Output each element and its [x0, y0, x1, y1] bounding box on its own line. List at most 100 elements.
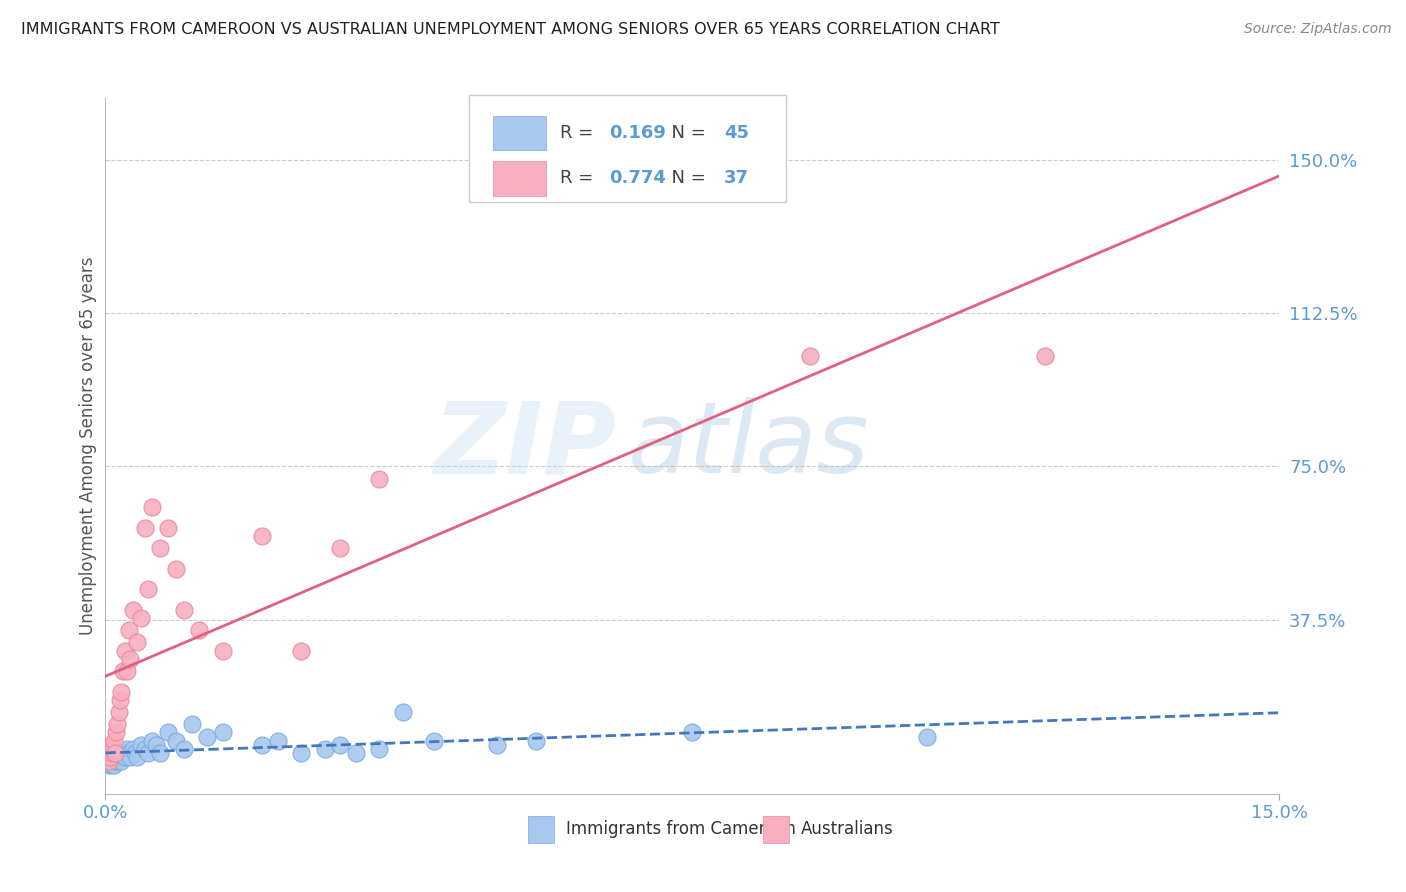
Point	[120, 750, 142, 764]
Point	[344, 746, 367, 760]
Point	[524, 733, 547, 747]
Point	[103, 758, 125, 772]
Point	[124, 746, 146, 760]
Point	[107, 705, 129, 719]
Point	[129, 611, 152, 625]
Y-axis label: Unemployment Among Seniors over 65 years: Unemployment Among Seniors over 65 years	[79, 257, 97, 635]
Point	[98, 746, 121, 760]
Point	[423, 733, 446, 747]
Point	[314, 742, 336, 756]
Point	[138, 582, 160, 597]
Point	[105, 754, 128, 768]
Point	[100, 758, 122, 772]
Point	[141, 500, 163, 515]
Point	[329, 541, 352, 556]
Bar	[763, 816, 789, 843]
FancyBboxPatch shape	[494, 116, 546, 150]
Point	[103, 742, 125, 756]
FancyBboxPatch shape	[494, 161, 546, 195]
Point	[103, 754, 125, 768]
Point	[117, 742, 139, 756]
Point	[915, 730, 938, 744]
Point	[165, 733, 187, 747]
Point	[103, 733, 125, 747]
Text: Source: ZipAtlas.com: Source: ZipAtlas.com	[1244, 22, 1392, 37]
Point	[111, 664, 134, 678]
Point	[329, 738, 352, 752]
Point	[98, 754, 121, 768]
Point	[118, 623, 141, 637]
Point	[1033, 349, 1056, 363]
Point	[110, 684, 132, 698]
Point	[117, 664, 139, 678]
Point	[173, 603, 195, 617]
Point	[195, 730, 218, 744]
Text: N =: N =	[659, 124, 711, 142]
Point	[101, 750, 124, 764]
Text: ZIP: ZIP	[433, 398, 616, 494]
Point	[681, 725, 703, 739]
Point	[188, 623, 211, 637]
Text: R =: R =	[560, 169, 599, 187]
Point	[105, 717, 128, 731]
Point	[138, 746, 160, 760]
Text: R =: R =	[560, 124, 599, 142]
Point	[114, 643, 136, 657]
Point	[110, 754, 132, 768]
Text: 45: 45	[724, 124, 749, 142]
Text: Australians: Australians	[800, 821, 893, 838]
Point	[125, 750, 148, 764]
Text: 0.774: 0.774	[609, 169, 666, 187]
Point	[98, 750, 121, 764]
Point	[125, 635, 148, 649]
Point	[134, 742, 156, 756]
Point	[114, 750, 136, 764]
Point	[290, 643, 312, 657]
Point	[157, 725, 180, 739]
Point	[290, 746, 312, 760]
Point	[101, 738, 124, 752]
Point	[157, 521, 180, 535]
Point	[120, 652, 142, 666]
Point	[145, 738, 167, 752]
Point	[105, 725, 128, 739]
Point	[97, 754, 120, 768]
Point	[392, 705, 415, 719]
Point	[100, 746, 122, 760]
Point	[111, 746, 134, 760]
Point	[134, 521, 156, 535]
Text: N =: N =	[659, 169, 711, 187]
Point	[100, 742, 122, 756]
Bar	[529, 816, 554, 843]
Text: IMMIGRANTS FROM CAMEROON VS AUSTRALIAN UNEMPLOYMENT AMONG SENIORS OVER 65 YEARS : IMMIGRANTS FROM CAMEROON VS AUSTRALIAN U…	[21, 22, 1000, 37]
Point	[149, 746, 172, 760]
Point	[149, 541, 172, 556]
Point	[108, 750, 131, 764]
Point	[211, 725, 233, 739]
Text: 37: 37	[724, 169, 749, 187]
Point	[211, 643, 233, 657]
Point	[266, 733, 288, 747]
Text: 0.169: 0.169	[609, 124, 666, 142]
Point	[141, 733, 163, 747]
Point	[485, 738, 508, 752]
Point	[121, 742, 143, 756]
Point	[129, 738, 152, 752]
Point	[107, 746, 129, 760]
Point	[180, 717, 202, 731]
Point	[105, 750, 128, 764]
Point	[368, 472, 391, 486]
Text: Immigrants from Cameroon: Immigrants from Cameroon	[565, 821, 796, 838]
Point	[250, 738, 273, 752]
Point	[108, 692, 131, 706]
Point	[104, 754, 127, 768]
FancyBboxPatch shape	[470, 95, 786, 202]
Point	[799, 349, 821, 363]
Point	[165, 562, 187, 576]
Point	[173, 742, 195, 756]
Point	[104, 746, 127, 760]
Point	[250, 529, 273, 543]
Point	[118, 746, 141, 760]
Text: atlas: atlas	[628, 398, 869, 494]
Point	[121, 603, 143, 617]
